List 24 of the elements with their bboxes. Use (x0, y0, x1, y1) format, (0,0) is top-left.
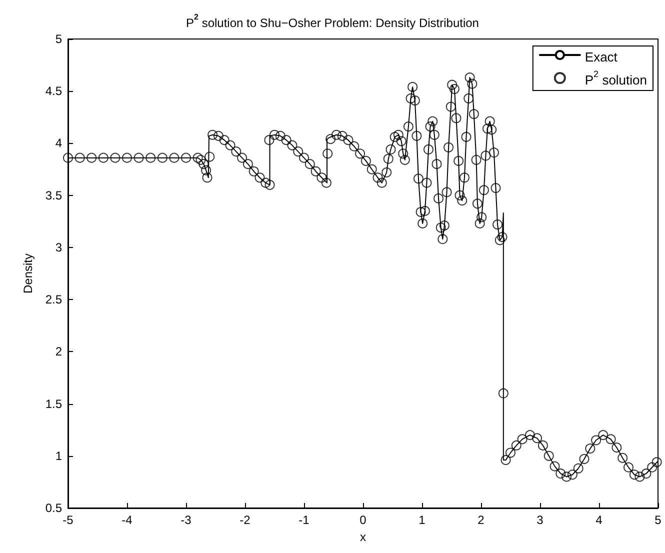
x-tick-label: 5 (654, 513, 662, 527)
y-tick-label: 5 (55, 32, 62, 46)
x-tick-label: -1 (298, 513, 310, 527)
y-tick-label: 1 (55, 448, 62, 463)
y-tick-label: 2.5 (45, 292, 62, 307)
x-tick-label: -3 (180, 513, 192, 527)
y-tick-label: 4.5 (45, 84, 62, 98)
x-tick-label: 2 (478, 513, 485, 527)
x-tick-label: -4 (122, 513, 133, 527)
y-axis-title: Density (21, 253, 35, 294)
y-tick-label: 4 (55, 136, 62, 150)
legend-label: Exact (584, 50, 618, 64)
x-tick-label: 1 (418, 513, 426, 527)
y-tick-label: 3 (55, 240, 62, 254)
y-tick-label: 1.5 (45, 396, 62, 411)
x-tick-label: 4 (596, 513, 603, 527)
x-tick-label: 0 (360, 513, 367, 527)
x-axis-title: x (360, 530, 366, 544)
y-tick-label: 3.5 (45, 188, 62, 202)
x-tick-label: -2 (240, 513, 251, 527)
y-tick-label: 2 (55, 344, 62, 359)
y-tick-label: 0.5 (45, 501, 62, 515)
x-tick-label: -5 (62, 513, 74, 527)
x-tick-label: 3 (536, 513, 544, 527)
